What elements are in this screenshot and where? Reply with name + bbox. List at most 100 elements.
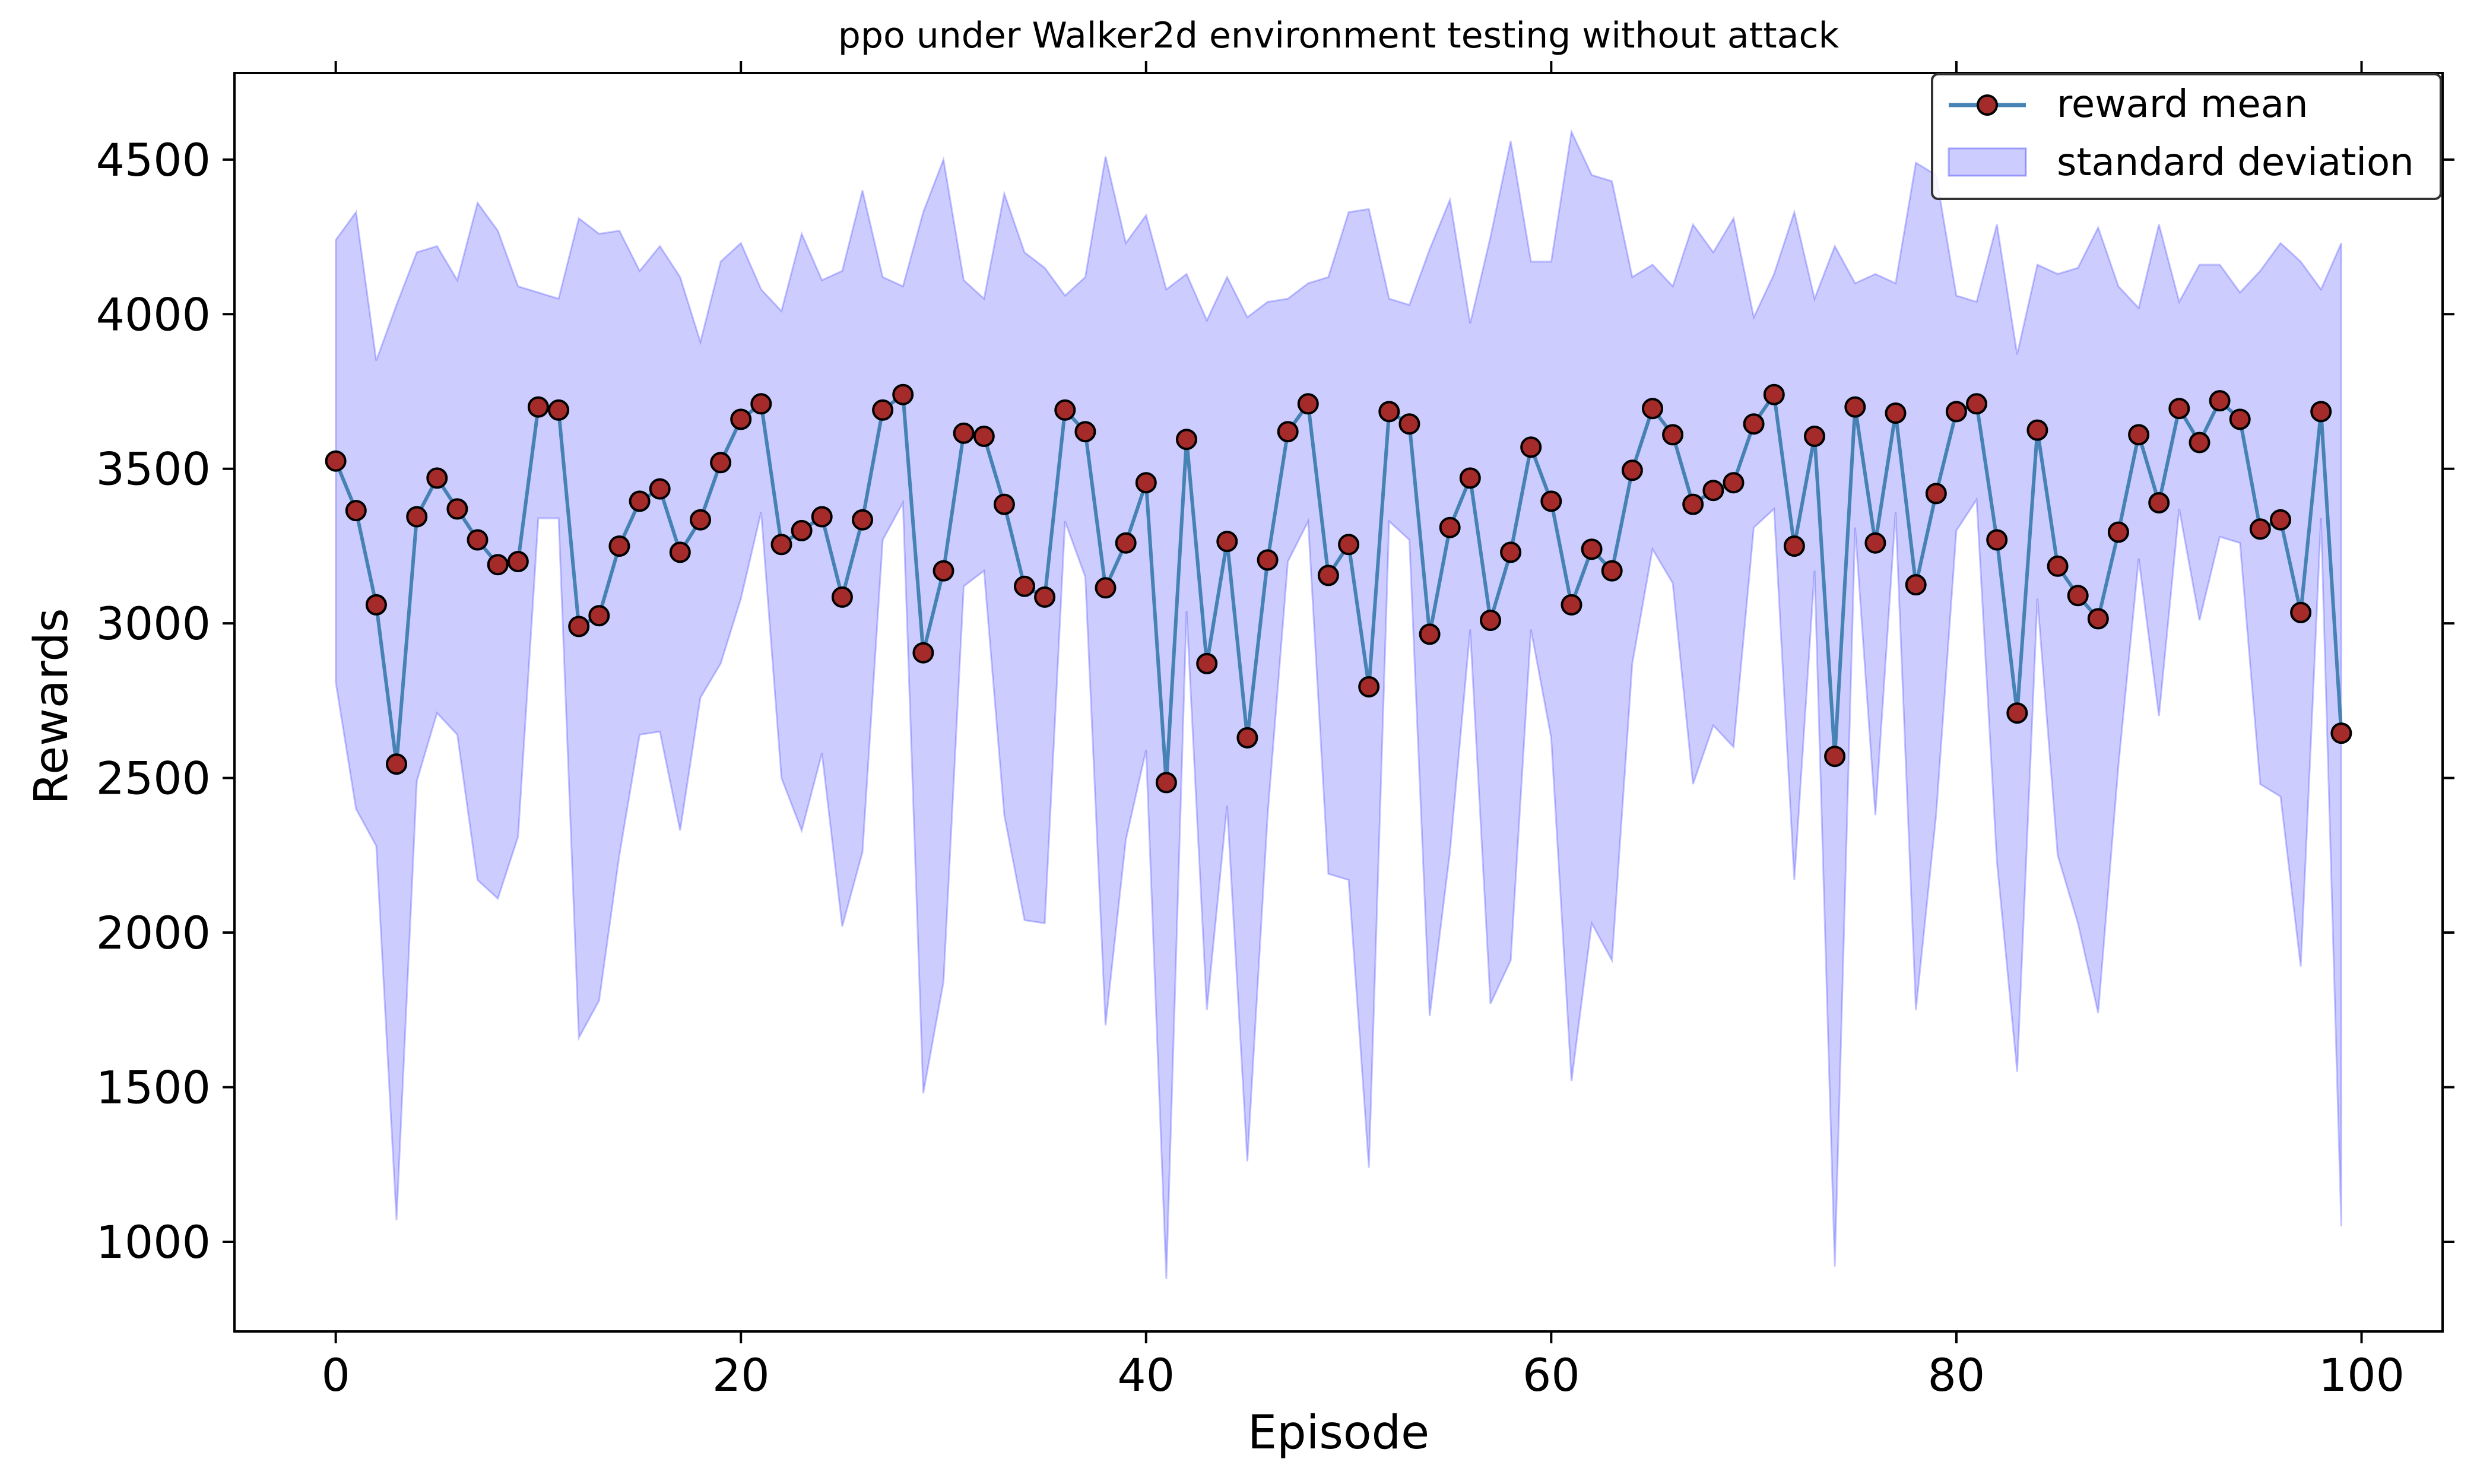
data-point <box>669 541 691 563</box>
mean-line-layer <box>334 392 2343 785</box>
legend-frame <box>1931 73 2442 200</box>
data-point <box>1520 436 1542 458</box>
mean-line <box>334 392 2343 785</box>
x-axis-title: Episode <box>1248 1406 1429 1460</box>
legend: reward mean standard deviation <box>1931 73 2442 200</box>
data-point <box>1925 483 1947 505</box>
data-point <box>2047 555 2069 577</box>
data-point <box>2067 585 2089 607</box>
data-point <box>1317 565 1339 586</box>
data-point <box>2330 722 2352 744</box>
x-axis: 0 20 40 60 80 100 <box>321 61 2405 1401</box>
data-point <box>2128 424 2150 446</box>
data-point <box>1783 535 1805 557</box>
data-point <box>1135 472 1157 494</box>
std-band <box>335 128 2342 1279</box>
marker-layer <box>325 383 2352 794</box>
x-tick-label: 80 <box>1928 1349 1986 1401</box>
data-point <box>2310 401 2332 423</box>
data-point <box>2148 492 2170 513</box>
data-point <box>1398 413 1420 435</box>
data-point <box>1662 424 1684 446</box>
data-point <box>1155 772 1177 794</box>
data-point <box>2107 521 2129 543</box>
data-point <box>365 594 387 616</box>
data-point <box>993 493 1015 515</box>
data-point <box>1804 426 1825 447</box>
y-axis: 1000 1500 2000 2500 3000 3500 4000 4500 <box>96 134 2454 1269</box>
data-point <box>1601 560 1623 582</box>
data-point <box>1378 401 1400 423</box>
data-point <box>1216 531 1238 553</box>
data-point <box>2087 608 2109 630</box>
std-band-layer <box>335 128 2342 1279</box>
data-point <box>973 426 995 447</box>
data-point <box>1682 493 1704 515</box>
data-point <box>710 452 732 474</box>
y-tick-label: 2000 <box>96 906 211 959</box>
data-point <box>1723 472 1745 494</box>
data-point <box>1905 574 1927 596</box>
x-tick-label: 0 <box>321 1349 350 1401</box>
data-point <box>406 506 428 528</box>
data-point <box>750 393 772 415</box>
y-axis-title: Rewards <box>25 608 78 804</box>
plot-frame <box>233 72 2444 1333</box>
data-point <box>1176 429 1197 451</box>
data-point <box>345 500 367 522</box>
data-point <box>1074 421 1096 443</box>
data-point <box>791 519 813 541</box>
y-tick-label: 4500 <box>96 134 211 186</box>
data-point <box>1338 534 1360 556</box>
y-tick-label: 3000 <box>96 597 211 650</box>
data-point <box>1702 480 1724 502</box>
data-point <box>1115 532 1137 554</box>
data-point <box>2209 390 2231 412</box>
x-tick-label: 60 <box>1523 1349 1580 1401</box>
data-point <box>1297 393 1319 415</box>
data-point <box>892 383 914 405</box>
data-point <box>1196 652 1218 674</box>
data-point <box>1581 538 1603 560</box>
data-point <box>1986 529 2008 551</box>
data-point <box>568 616 590 638</box>
data-point <box>1419 623 1441 645</box>
data-point <box>2189 432 2210 454</box>
data-point <box>1561 594 1582 616</box>
data-point <box>629 490 651 512</box>
data-point <box>649 478 671 500</box>
y-tick-label: 4000 <box>96 288 211 341</box>
data-point <box>608 535 630 557</box>
data-point <box>1236 727 1258 749</box>
data-point <box>2006 702 2028 724</box>
data-point <box>852 509 873 531</box>
data-point <box>1763 383 1785 405</box>
data-point <box>1642 398 1663 420</box>
data-point <box>1743 413 1765 435</box>
data-point <box>2249 518 2271 540</box>
data-point <box>1439 516 1461 538</box>
legend-marker-swatch <box>1977 94 1998 116</box>
data-point <box>446 498 468 520</box>
data-point <box>811 506 833 528</box>
data-point <box>1257 549 1279 571</box>
data-point <box>487 554 509 576</box>
data-point <box>2290 601 2312 623</box>
data-point <box>1095 577 1117 599</box>
y-tick-label: 3500 <box>96 443 211 496</box>
data-point <box>933 560 954 582</box>
data-point <box>1540 490 1562 512</box>
x-tick-label: 20 <box>712 1349 770 1401</box>
y-tick-label: 2500 <box>96 752 211 805</box>
data-point <box>690 509 711 531</box>
x-tick-label: 100 <box>2319 1349 2405 1401</box>
data-point <box>1945 401 1967 423</box>
data-point <box>872 399 894 421</box>
data-point <box>548 399 570 421</box>
data-point <box>912 642 934 664</box>
data-point <box>2229 408 2251 430</box>
data-point <box>1864 532 1886 554</box>
y-tick-label: 1500 <box>96 1061 211 1114</box>
data-point <box>527 396 549 418</box>
